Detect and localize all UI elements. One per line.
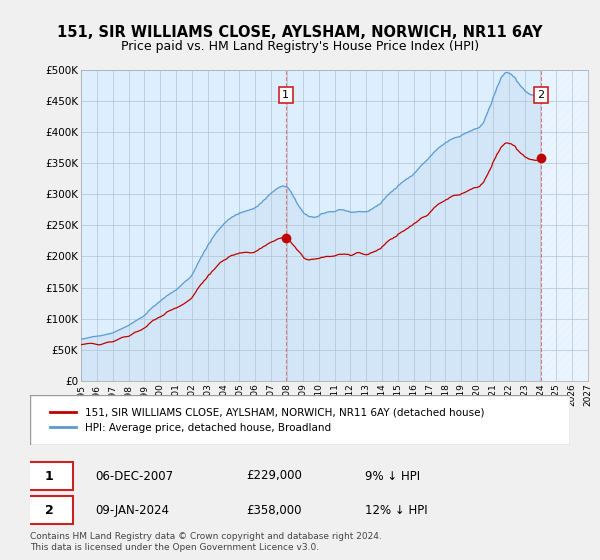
Text: 2: 2 [538, 90, 545, 100]
Text: 9% ↓ HPI: 9% ↓ HPI [365, 469, 420, 483]
FancyBboxPatch shape [25, 496, 73, 524]
Text: 06-DEC-2007: 06-DEC-2007 [95, 469, 173, 483]
Text: £358,000: £358,000 [246, 503, 302, 516]
Legend: 151, SIR WILLIAMS CLOSE, AYLSHAM, NORWICH, NR11 6AY (detached house), HPI: Avera: 151, SIR WILLIAMS CLOSE, AYLSHAM, NORWIC… [46, 403, 488, 437]
Text: 2: 2 [44, 503, 53, 516]
Text: £229,000: £229,000 [246, 469, 302, 483]
Text: 151, SIR WILLIAMS CLOSE, AYLSHAM, NORWICH, NR11 6AY: 151, SIR WILLIAMS CLOSE, AYLSHAM, NORWIC… [57, 25, 543, 40]
FancyBboxPatch shape [25, 461, 73, 491]
Bar [541, 70, 588, 381]
Text: 1: 1 [282, 90, 289, 100]
Text: 09-JAN-2024: 09-JAN-2024 [95, 503, 169, 516]
Text: 12% ↓ HPI: 12% ↓ HPI [365, 503, 427, 516]
Text: Price paid vs. HM Land Registry's House Price Index (HPI): Price paid vs. HM Land Registry's House … [121, 40, 479, 53]
Text: Contains HM Land Registry data © Crown copyright and database right 2024.
This d: Contains HM Land Registry data © Crown c… [30, 533, 382, 552]
Text: 1: 1 [44, 469, 53, 483]
FancyBboxPatch shape [30, 395, 570, 445]
